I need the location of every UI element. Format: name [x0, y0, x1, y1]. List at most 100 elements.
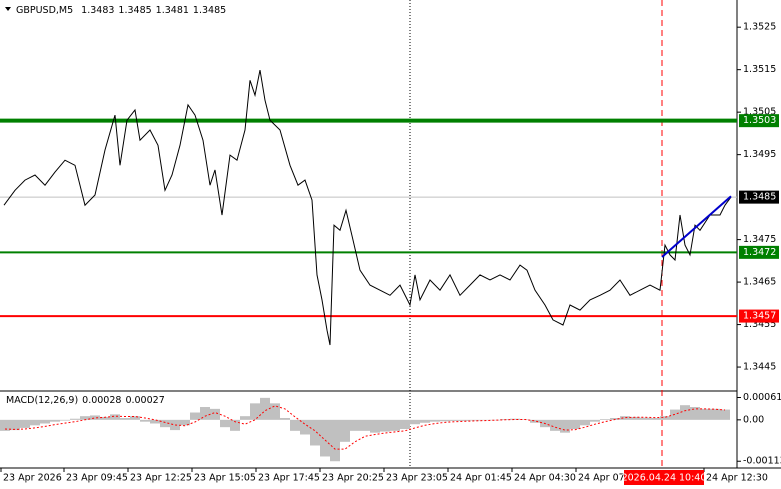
histogram-bar: [280, 418, 290, 420]
histogram-bar: [530, 419, 540, 423]
histogram-bar: [140, 419, 150, 422]
y-tick-label: 1.3505: [743, 107, 776, 118]
histogram-bar: [380, 419, 390, 432]
histogram-bar: [320, 419, 330, 457]
x-tick-label: 23 Apr 20:25: [322, 473, 384, 484]
histogram-bar: [370, 419, 380, 433]
histogram-bar: [100, 416, 110, 420]
histogram-bar: [460, 419, 470, 421]
current-price-label: 1.3485: [743, 192, 776, 203]
histogram-bar: [150, 419, 160, 424]
histogram-bar: [130, 416, 140, 420]
histogram-bar: [290, 419, 300, 431]
histogram-bar: [230, 419, 240, 431]
histogram-bar: [430, 419, 440, 422]
histogram-bar: [220, 419, 230, 428]
histogram-bar: [240, 416, 250, 420]
x-tick-label: 23 Apr 12:25: [130, 473, 192, 484]
histogram-bar: [390, 419, 400, 431]
histogram-bar: [650, 418, 660, 420]
histogram-bar: [200, 407, 210, 420]
histogram-bar: [600, 419, 610, 420]
histogram-bar: [250, 403, 260, 420]
y-tick-label: 0.00061: [743, 392, 781, 403]
histogram-bar: [360, 419, 370, 431]
histogram-bar: [620, 416, 630, 420]
histogram-bar: [480, 419, 490, 421]
time-marker-label: 2026.04.24 10:40: [622, 473, 707, 484]
level-label: 1.3472: [743, 247, 776, 258]
histogram-bar: [190, 412, 200, 420]
level-label-box: [739, 114, 779, 128]
histogram-bar: [170, 419, 180, 431]
histogram-bar: [270, 403, 280, 420]
indicator-name: MACD(12,26,9): [6, 395, 78, 406]
histogram-bar: [400, 419, 410, 429]
histogram-bar: [630, 416, 640, 420]
histogram-bar: [160, 419, 170, 428]
price-line: [3, 70, 732, 346]
histogram-bar: [710, 408, 720, 420]
ohlc-value: 1.3485: [118, 5, 151, 16]
y-tick-label: 1.3525: [743, 22, 776, 33]
x-tick-label: 24 Apr 04:30: [514, 473, 576, 484]
histogram-bar: [610, 418, 620, 420]
histogram-bar: [560, 419, 570, 433]
menu-icon: [5, 7, 11, 11]
histogram-bar: [440, 419, 450, 422]
y-tick-label: 1.3455: [743, 319, 776, 330]
histogram-bar: [660, 416, 670, 420]
time-marker-box: [624, 470, 704, 485]
histogram-bar: [450, 419, 460, 421]
current-price-box: [739, 190, 779, 204]
y-tick-label: 1.3475: [743, 234, 776, 245]
level-label-box: [739, 245, 779, 259]
x-tick-label: 24 Apr 01:45: [450, 473, 512, 484]
x-tick-label: 23 Apr 2026: [3, 473, 62, 484]
level-label: 1.3457: [743, 311, 776, 322]
histogram-bar: [330, 419, 340, 462]
x-tick-label: 24 Apr 12:30: [706, 473, 768, 484]
histogram-bar: [120, 418, 130, 420]
x-tick-label: 23 Apr 09:45: [66, 473, 128, 484]
chart-title: GBPUSD,M5 1.3483 1.3485 1.3481 1.3485: [16, 5, 226, 16]
y-tick-label: 1.3465: [743, 277, 776, 288]
histogram-bar: [570, 419, 580, 429]
signal-line: [4, 405, 726, 450]
histogram-bar: [0, 419, 10, 431]
histogram-bar: [640, 417, 650, 420]
y-tick-label: 0.00: [743, 414, 764, 425]
x-tick-label: 23 Apr 17:45: [258, 473, 320, 484]
x-tick-label: 24 Apr 07:: [578, 473, 628, 484]
histogram-bar: [260, 397, 270, 420]
histogram-bar: [90, 415, 100, 420]
histogram-bar: [470, 419, 480, 421]
histogram-bar: [680, 405, 690, 420]
histogram-bar: [310, 419, 320, 446]
x-tick-label: 23 Apr 15:05: [194, 473, 256, 484]
indicator-value: 0.00027: [125, 395, 164, 406]
y-tick-label: 1.3445: [743, 362, 776, 373]
histogram-bar: [20, 419, 30, 428]
histogram-bar: [580, 419, 590, 426]
histogram-bar: [10, 419, 20, 431]
histogram-bar: [510, 418, 520, 420]
histogram-bar: [110, 414, 120, 420]
histogram-bar: [80, 416, 90, 420]
histogram-bar: [340, 419, 350, 442]
indicator-value: 0.00028: [82, 395, 121, 406]
histogram-bar: [350, 419, 360, 431]
indicator-title: MACD(12,26,9) 0.00028 0.00027: [6, 395, 165, 406]
histogram-bar: [180, 419, 190, 426]
histogram-bar: [550, 419, 560, 431]
histogram-bar: [210, 408, 220, 420]
histogram-bar: [490, 419, 500, 421]
histogram-bar: [420, 419, 430, 423]
histogram-bar: [410, 419, 420, 425]
ohlc-value: 1.3485: [193, 5, 226, 16]
trend-line: [661, 195, 732, 258]
histogram-bar: [40, 419, 50, 424]
